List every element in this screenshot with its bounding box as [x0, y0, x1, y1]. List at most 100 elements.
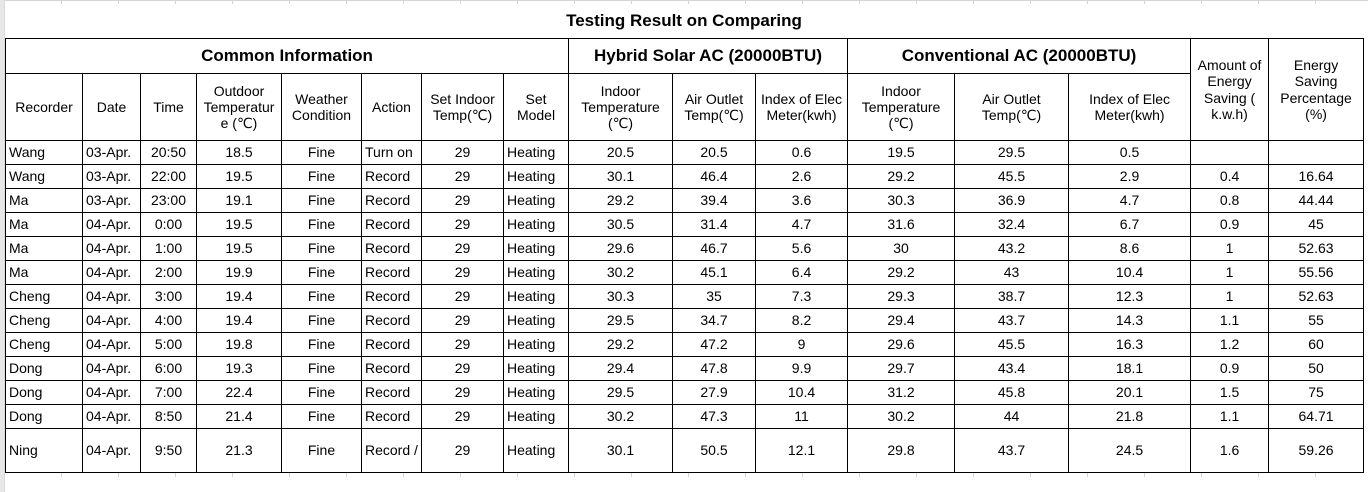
cell-energy-saving-amount[interactable]: 1 — [1190, 260, 1270, 285]
cell-energy-saving-amount[interactable]: 1 — [1190, 236, 1270, 261]
cell-conv-elec-meter[interactable]: 6.7 — [1068, 212, 1192, 237]
cell-outdoor-temp[interactable]: 19.9 — [196, 260, 282, 285]
cell-action[interactable]: Record — [361, 260, 422, 285]
cell-action[interactable]: Record — [361, 284, 422, 309]
cell-set-model[interactable]: Heating — [502, 428, 570, 473]
cell-conv-air-outlet-temp[interactable]: 36.9 — [954, 188, 1070, 213]
cell-set-indoor-temp[interactable]: 29 — [421, 188, 504, 213]
cell-hybrid-indoor-temp[interactable]: 30.1 — [568, 164, 674, 189]
cell-time[interactable]: 22:00 — [140, 164, 197, 189]
cell-energy-saving-amount[interactable]: 0.4 — [1190, 164, 1270, 189]
cell-set-model[interactable]: Heating — [502, 188, 570, 213]
cell-conv-air-outlet-temp[interactable]: 43.7 — [954, 308, 1070, 333]
cell-energy-saving-amount[interactable]: 1.2 — [1190, 332, 1270, 357]
cell-conv-indoor-temp[interactable]: 30.3 — [847, 188, 956, 213]
cell-weather[interactable]: Fine — [281, 380, 362, 405]
cell-recorder[interactable]: Wang — [5, 164, 83, 189]
cell-energy-saving-amount[interactable]: 1.1 — [1190, 404, 1270, 429]
cell-hybrid-elec-meter[interactable]: 3.6 — [755, 188, 849, 213]
cell-recorder[interactable]: Dong — [5, 356, 83, 381]
cell-hybrid-air-outlet-temp[interactable]: 20.5 — [672, 140, 757, 165]
cell-outdoor-temp[interactable]: 22.4 — [196, 380, 282, 405]
cell-time[interactable]: 2:00 — [140, 260, 197, 285]
cell-hybrid-air-outlet-temp[interactable]: 35 — [672, 284, 757, 309]
cell-energy-saving-pct[interactable]: 55 — [1268, 308, 1365, 333]
cell-date[interactable]: 04-Apr. — [82, 428, 141, 473]
cell-hybrid-elec-meter[interactable]: 2.6 — [755, 164, 849, 189]
cell-set-model[interactable]: Heating — [502, 236, 570, 261]
cell-hybrid-indoor-temp[interactable]: 30.2 — [568, 260, 674, 285]
cell-energy-saving-amount[interactable]: 0.9 — [1190, 212, 1270, 237]
cell-weather[interactable]: Fine — [281, 188, 362, 213]
cell-set-indoor-temp[interactable]: 29 — [421, 308, 504, 333]
cell-weather[interactable]: Fine — [281, 308, 362, 333]
cell-conv-indoor-temp[interactable]: 29.3 — [847, 284, 956, 309]
cell-date[interactable]: 04-Apr. — [82, 284, 141, 309]
cell-conv-elec-meter[interactable]: 16.3 — [1068, 332, 1192, 357]
cell-set-model[interactable]: Heating — [502, 380, 570, 405]
cell-set-indoor-temp[interactable]: 29 — [421, 164, 504, 189]
cell-hybrid-indoor-temp[interactable]: 29.2 — [568, 188, 674, 213]
cell-hybrid-elec-meter[interactable]: 12.1 — [755, 428, 849, 473]
cell-outdoor-temp[interactable]: 19.1 — [196, 188, 282, 213]
column-header-date[interactable]: Date — [82, 73, 141, 141]
group-header-conventional[interactable]: Conventional AC (20000BTU) — [847, 38, 1192, 74]
column-header-conv-air-outlet-temp[interactable]: Air Outlet Temp(℃) — [954, 73, 1070, 141]
cell-time[interactable]: 8:50 — [140, 404, 197, 429]
cell-date[interactable]: 04-Apr. — [82, 404, 141, 429]
cell-hybrid-air-outlet-temp[interactable]: 47.3 — [672, 404, 757, 429]
cell-recorder[interactable]: Ma — [5, 236, 83, 261]
cell-weather[interactable]: Fine — [281, 332, 362, 357]
column-header-time[interactable]: Time — [140, 73, 197, 141]
cell-energy-saving-pct[interactable]: 44.44 — [1268, 188, 1365, 213]
cell-hybrid-elec-meter[interactable]: 9.9 — [755, 356, 849, 381]
cell-outdoor-temp[interactable]: 19.3 — [196, 356, 282, 381]
cell-date[interactable]: 04-Apr. — [82, 236, 141, 261]
cell-set-indoor-temp[interactable]: 29 — [421, 332, 504, 357]
cell-hybrid-indoor-temp[interactable]: 30.2 — [568, 404, 674, 429]
cell-outdoor-temp[interactable]: 19.8 — [196, 332, 282, 357]
cell-hybrid-indoor-temp[interactable]: 29.2 — [568, 332, 674, 357]
cell-conv-air-outlet-temp[interactable]: 44 — [954, 404, 1070, 429]
cell-action[interactable]: Record — [361, 404, 422, 429]
column-header-action[interactable]: Action — [361, 73, 422, 141]
cell-set-indoor-temp[interactable]: 29 — [421, 236, 504, 261]
cell-conv-air-outlet-temp[interactable]: 45.5 — [954, 332, 1070, 357]
cell-hybrid-indoor-temp[interactable]: 29.5 — [568, 380, 674, 405]
cell-conv-indoor-temp[interactable]: 29.8 — [847, 428, 956, 473]
cell-conv-elec-meter[interactable]: 14.3 — [1068, 308, 1192, 333]
cell-date[interactable]: 03-Apr. — [82, 164, 141, 189]
cell-set-model[interactable]: Heating — [502, 212, 570, 237]
cell-conv-indoor-temp[interactable]: 19.5 — [847, 140, 956, 165]
cell-action[interactable]: Record — [361, 212, 422, 237]
cell-hybrid-air-outlet-temp[interactable]: 39.4 — [672, 188, 757, 213]
cell-conv-elec-meter[interactable]: 18.1 — [1068, 356, 1192, 381]
cell-hybrid-elec-meter[interactable]: 9 — [755, 332, 849, 357]
cell-weather[interactable]: Fine — [281, 164, 362, 189]
cell-energy-saving-pct[interactable]: 75 — [1268, 380, 1365, 405]
cell-conv-indoor-temp[interactable]: 29.4 — [847, 308, 956, 333]
cell-conv-elec-meter[interactable]: 10.4 — [1068, 260, 1192, 285]
cell-set-model[interactable]: Heating — [502, 260, 570, 285]
cell-conv-air-outlet-temp[interactable]: 45.8 — [954, 380, 1070, 405]
cell-outdoor-temp[interactable]: 21.3 — [196, 428, 282, 473]
cell-conv-elec-meter[interactable]: 0.5 — [1068, 140, 1192, 165]
cell-action[interactable]: Record — [361, 332, 422, 357]
cell-conv-indoor-temp[interactable]: 29.2 — [847, 260, 956, 285]
cell-weather[interactable]: Fine — [281, 236, 362, 261]
cell-recorder[interactable]: Ma — [5, 260, 83, 285]
cell-hybrid-indoor-temp[interactable]: 30.3 — [568, 284, 674, 309]
column-header-conv-indoor-temperature[interactable]: Indoor Temperature (℃) — [847, 73, 956, 141]
cell-outdoor-temp[interactable]: 21.4 — [196, 404, 282, 429]
cell-hybrid-elec-meter[interactable]: 6.4 — [755, 260, 849, 285]
cell-action[interactable]: Record — [361, 236, 422, 261]
cell-conv-air-outlet-temp[interactable]: 43.7 — [954, 428, 1070, 473]
cell-set-indoor-temp[interactable]: 29 — [421, 404, 504, 429]
cell-conv-air-outlet-temp[interactable]: 43.4 — [954, 356, 1070, 381]
column-header-hybrid-indoor-temperature[interactable]: Indoor Temperature (℃) — [568, 73, 674, 141]
cell-conv-indoor-temp[interactable]: 30.2 — [847, 404, 956, 429]
column-header-outdoor-temperature[interactable]: Outdoor Temperature (℃) — [196, 73, 282, 141]
cell-weather[interactable]: Fine — [281, 140, 362, 165]
cell-conv-elec-meter[interactable]: 21.8 — [1068, 404, 1192, 429]
cell-conv-air-outlet-temp[interactable]: 43.2 — [954, 236, 1070, 261]
